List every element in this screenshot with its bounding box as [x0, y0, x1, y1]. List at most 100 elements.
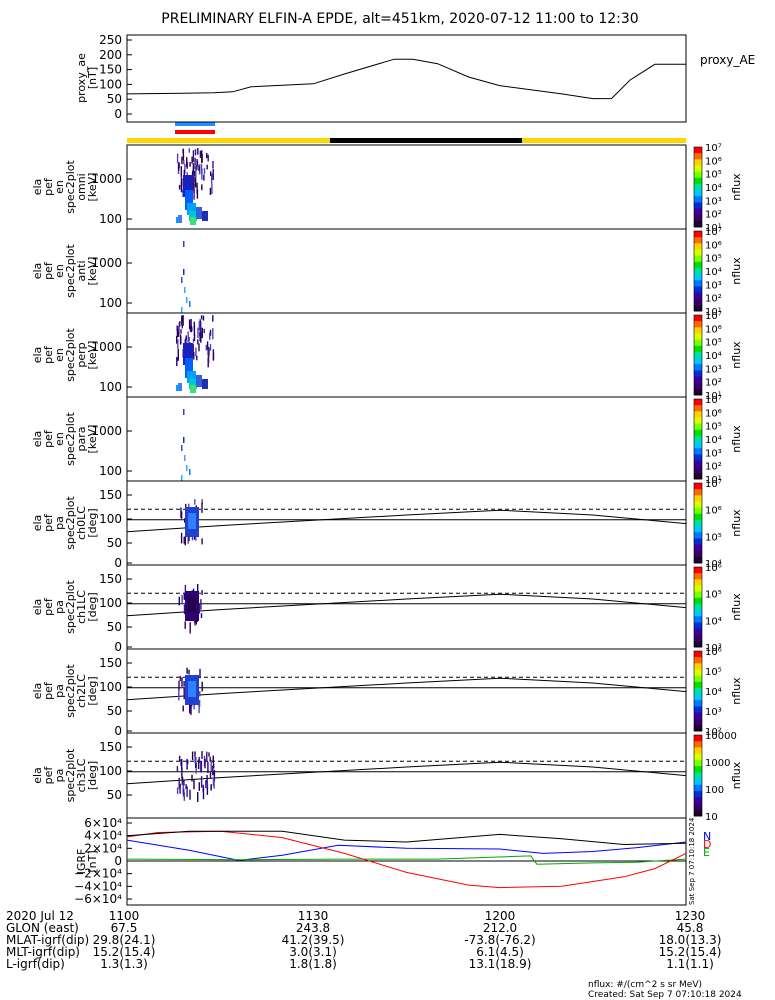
y-tick-label: 100: [99, 680, 122, 694]
spectrum-pixel: [202, 379, 208, 389]
loss-cone-line: [126, 761, 687, 785]
spectrum-pixel: [181, 277, 183, 283]
spectrum-pixel: [183, 536, 185, 544]
spectrum-pixel: [193, 704, 195, 710]
colorbar-swatch: [694, 249, 702, 257]
spectrum-pixel: [197, 148, 199, 155]
colorbar-swatch: [694, 466, 702, 474]
y-axis-label-line: ch3LC: [75, 758, 88, 792]
spectrum-pixel: [197, 759, 200, 770]
spectrum-pixel: [202, 315, 205, 321]
spectrum-pixel: [187, 760, 189, 765]
colorbar: 10⁷ 10⁶ 10⁵ 10⁴ 10³ 10² 10¹ nflux: [693, 227, 743, 318]
colorbar-swatch: [694, 735, 702, 742]
y-tick-label: 150: [99, 63, 122, 77]
spectrum-pixel: [203, 168, 206, 174]
colorbar-swatch: [694, 706, 702, 714]
spectrum-pixel: [191, 774, 193, 782]
y-tick-label: 50: [107, 92, 122, 106]
spectrum-pixel: [181, 777, 184, 783]
y-axis-label-line: spec2plot: [64, 244, 77, 298]
spectrum-pixel: [200, 760, 203, 773]
spectrum-pixel: [197, 339, 199, 345]
colorbar-swatch: [694, 718, 702, 726]
colorbar-swatch: [694, 315, 702, 322]
spectrum-pixel: [190, 385, 196, 393]
y-axis-label-line: en: [53, 432, 66, 446]
colorbar-swatch: [694, 532, 702, 539]
legend-label: D: [703, 838, 711, 851]
y-axis-label-line: [deg]: [86, 592, 99, 621]
spectrum-pixel: [193, 170, 195, 182]
spectrum-pixel: [207, 356, 210, 364]
spectrum-pixel: [183, 409, 185, 415]
plot-title: PRELIMINARY ELFIN-A EPDE, alt=451km, 202…: [161, 11, 638, 27]
pitch-angle-data: [180, 499, 203, 546]
colorbar-label: nflux: [730, 593, 743, 621]
spectrum-pixel: [191, 156, 193, 164]
footer-row-value: 13.1(18.9): [469, 957, 532, 971]
spectrum-pixel: [194, 149, 197, 156]
colorbar-swatch: [694, 747, 702, 755]
colorbar-swatch: [694, 550, 702, 558]
colorbar-swatch: [694, 622, 702, 630]
spectrum-pixel: [176, 325, 178, 331]
spectrum-pixel: [176, 335, 178, 344]
colorbar-swatch: [694, 669, 702, 677]
y-axis-label-line: [deg]: [86, 676, 99, 705]
colorbar-tick-label: 10⁶: [705, 240, 722, 251]
spectrum-pixel: [183, 241, 185, 247]
loss-cone-line: [126, 509, 687, 533]
spectrum-pixel: [200, 321, 202, 333]
spectrum-pixel: [183, 343, 193, 365]
colorbar-swatch: [694, 292, 702, 300]
colorbar-swatch: [694, 585, 702, 593]
spectrum-pixel: [184, 536, 186, 546]
colorbar-swatch: [694, 423, 702, 431]
footer-row-value: 212.0: [483, 921, 517, 935]
y-tick-label: 100: [99, 512, 122, 526]
colorbar-swatch: [694, 417, 702, 425]
spectrum-pixel: [200, 315, 203, 320]
colorbar-swatch: [694, 501, 702, 509]
units-note: nflux: #/(cm^2 s sr MeV): [588, 980, 702, 990]
colorbar-swatch: [694, 274, 702, 281]
y-tick-label: 50: [107, 788, 122, 802]
y-axis-label-line: ela: [31, 599, 44, 616]
spectrum-pixel: [178, 755, 181, 762]
spectrum-pixel: [190, 318, 192, 328]
footer: 2020 Jul 12 1100 1130 1200 1230 GLON (east) 67…: [6, 909, 742, 1000]
colorbar-swatch: [694, 405, 702, 412]
colorbar-swatch: [694, 298, 702, 306]
spectrum-pixel: [194, 177, 197, 188]
colorbar-swatch: [694, 634, 702, 642]
spectrum-pixel: [206, 751, 208, 762]
spectrum-pixel: [189, 469, 191, 475]
colorbar: 10⁶ 10⁵ 10⁴ 10³ 10² nflux: [693, 647, 743, 738]
y-axis-label: proxy_ae[nT]: [75, 53, 99, 103]
legend-label: E: [703, 846, 710, 859]
y-axis-label-line: pef: [42, 513, 55, 532]
spectrum-pixel: [193, 188, 195, 200]
colorbar-swatch: [694, 772, 702, 780]
spectrum-pixel: [184, 163, 186, 174]
spectrum-pixel: [213, 769, 216, 782]
colorbar-tick-label: 10³: [705, 196, 722, 207]
colorbar-swatch: [694, 202, 702, 210]
y-axis-label-line: ela: [31, 431, 44, 448]
spectrum-pixel: [198, 782, 200, 791]
colorbar-tick-label: 10⁵: [705, 338, 722, 349]
footer-row-value: 67.5: [111, 921, 138, 935]
colorbar-border: [693, 482, 703, 564]
colorbar-swatch: [694, 483, 702, 490]
y-tick-label: 4×10⁴: [84, 829, 122, 843]
spectrum-pixel: [209, 756, 211, 762]
colorbar-tick-label: 10⁴: [705, 435, 722, 446]
spectrum-pixel: [183, 604, 186, 615]
spectrum-pixel: [194, 751, 196, 757]
spectrum-pixel: [212, 328, 214, 340]
colorbar-swatch: [694, 448, 702, 455]
